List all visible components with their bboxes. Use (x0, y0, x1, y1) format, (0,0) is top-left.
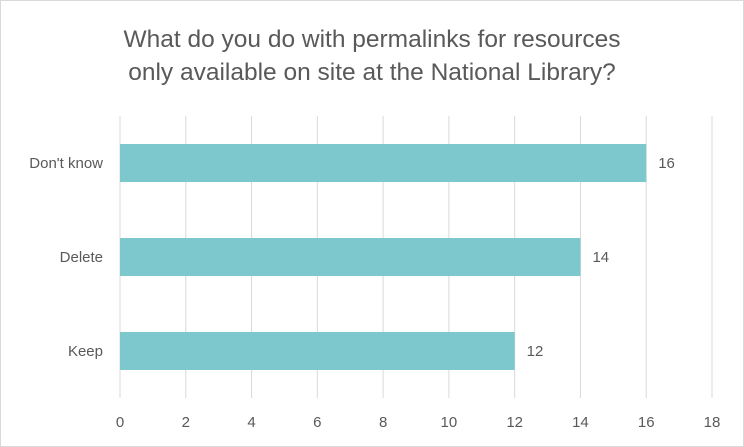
x-tick-label: 10 (441, 414, 458, 431)
data-label: 12 (527, 343, 544, 360)
x-tick-label: 0 (116, 414, 124, 431)
category-label: Keep (68, 343, 103, 360)
data-label: 14 (592, 249, 609, 266)
x-tick-label: 18 (704, 414, 721, 431)
x-tick-label: 14 (572, 414, 589, 431)
x-tick-label: 6 (313, 414, 321, 431)
x-tick-label: 2 (182, 414, 190, 431)
category-label: Delete (60, 249, 103, 266)
bar (120, 144, 647, 182)
data-label: 16 (658, 155, 675, 172)
x-tick-label: 16 (638, 414, 655, 431)
bar (120, 332, 515, 370)
x-tick-label: 12 (506, 414, 523, 431)
chart-title-line-2: only available on site at the National L… (128, 59, 616, 86)
x-tick-label: 4 (247, 414, 255, 431)
x-tick-label: 8 (379, 414, 387, 431)
category-label: Don't know (29, 155, 103, 172)
chart-title-line-1: What do you do with permalinks for resou… (123, 26, 621, 53)
chart-title: What do you do with permalinks for resou… (1, 23, 743, 89)
bar (120, 238, 581, 276)
